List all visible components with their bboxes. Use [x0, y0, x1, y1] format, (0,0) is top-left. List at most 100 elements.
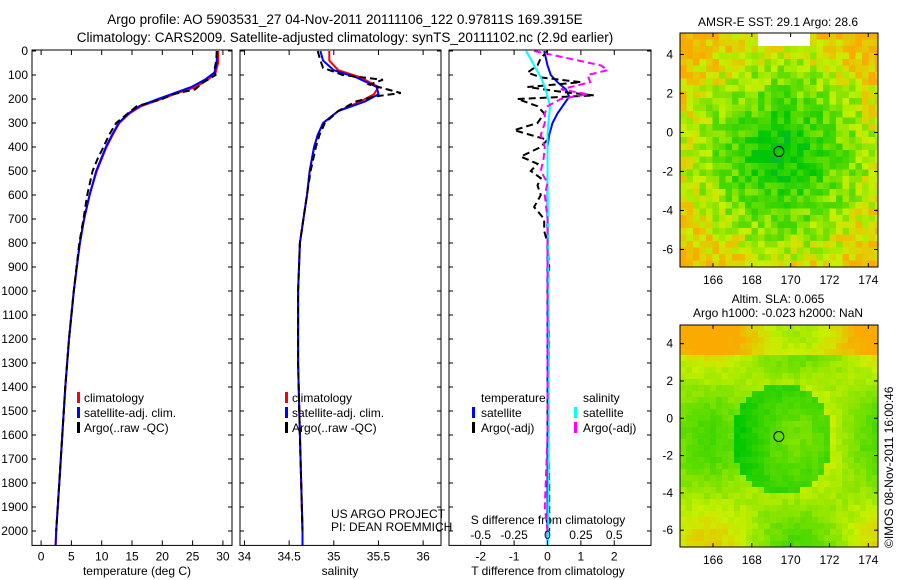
- depth-tick-label: 1500: [1, 404, 28, 418]
- map-cell: [751, 78, 758, 85]
- map-cell: [816, 111, 823, 118]
- map-cell: [836, 247, 843, 254]
- depth-tick-label: 700: [8, 212, 28, 226]
- map-cell: [758, 78, 765, 85]
- map-cell: [848, 331, 854, 337]
- map-cell: [710, 445, 716, 451]
- map-cell: [823, 254, 830, 261]
- map-cell: [836, 234, 843, 241]
- map-cell: [788, 337, 794, 343]
- map-cell: [746, 493, 752, 499]
- map-cell: [794, 415, 800, 421]
- map-cell: [855, 59, 862, 66]
- map-cell: [734, 373, 740, 379]
- map-cell: [758, 234, 765, 241]
- map-cell: [818, 397, 824, 403]
- map-cell: [751, 46, 758, 53]
- map-cell: [875, 176, 878, 183]
- map-cell: [872, 331, 878, 337]
- map-cell: [818, 541, 824, 547]
- map-cell: [806, 517, 812, 523]
- map-cell: [751, 33, 758, 40]
- map-cell: [806, 511, 812, 517]
- map-cell: [752, 445, 758, 451]
- map-cell: [751, 247, 758, 254]
- map-cell: [693, 72, 700, 79]
- map-cell: [758, 397, 764, 403]
- map-cell: [790, 150, 797, 157]
- map-cell: [751, 176, 758, 183]
- map-cell: [842, 169, 849, 176]
- map-cell: [758, 523, 764, 529]
- map-cell: [854, 355, 860, 361]
- map-cell: [738, 215, 745, 222]
- map-cell: [866, 415, 872, 421]
- map-cell: [752, 463, 758, 469]
- map-cell: [862, 208, 869, 215]
- map-cell: [782, 403, 788, 409]
- map-cell: [836, 59, 843, 66]
- map-cell: [716, 331, 722, 337]
- map-cell: [732, 182, 739, 189]
- differences-panel: -2 -1 0 1 2-0.5 -0.25 0 0.25 0.5temperaturesatel…: [448, 49, 652, 563]
- map-cell: [764, 234, 771, 241]
- map-cell: [830, 475, 836, 481]
- map-cell: [854, 487, 860, 493]
- map-cell: [698, 541, 704, 547]
- map-cell: [812, 337, 818, 343]
- map-cell: [758, 150, 765, 157]
- map-cell: [738, 150, 745, 157]
- map-cell: [725, 260, 732, 267]
- map-cell: [693, 117, 700, 124]
- map-cell: [764, 228, 771, 235]
- map-cell: [782, 379, 788, 385]
- map-cell: [868, 52, 875, 59]
- map-cell: [776, 385, 782, 391]
- map-cell: [764, 385, 770, 391]
- map-cell: [698, 325, 704, 331]
- map-cell: [752, 403, 758, 409]
- map-cell: [790, 215, 797, 222]
- map-cell: [719, 124, 726, 131]
- map-cell: [728, 433, 734, 439]
- map-cell: [800, 373, 806, 379]
- map-cell: [732, 59, 739, 66]
- map-cell: [830, 433, 836, 439]
- map-cell: [680, 98, 687, 105]
- map-cell: [797, 260, 804, 267]
- map-cell: [712, 111, 719, 118]
- map-cell: [803, 98, 810, 105]
- map-cell: [764, 72, 771, 79]
- map-cell: [803, 254, 810, 261]
- map-cell: [758, 403, 764, 409]
- map-cell: [829, 195, 836, 202]
- map-cell: [722, 445, 728, 451]
- map-cell: [680, 373, 686, 379]
- map-cell: [812, 391, 818, 397]
- map-cell: [836, 337, 842, 343]
- map-cell: [862, 33, 869, 40]
- map-cell: [784, 98, 791, 105]
- map-cell: [872, 523, 878, 529]
- map-cell: [758, 535, 764, 541]
- map-cell: [872, 433, 878, 439]
- map-cell: [855, 176, 862, 183]
- map-cell: [770, 463, 776, 469]
- map-cell: [686, 523, 692, 529]
- map-cell: [745, 85, 752, 92]
- map-cell: [732, 234, 739, 241]
- map-cell: [784, 46, 791, 53]
- map-cell: [699, 156, 706, 163]
- depth-tick-label: 1900: [1, 500, 28, 514]
- map-cell: [680, 169, 687, 176]
- map-cell: [704, 415, 710, 421]
- map-cell: [842, 457, 848, 463]
- map-cell: [738, 156, 745, 163]
- map-cell: [842, 499, 848, 505]
- map-cell: [824, 541, 830, 547]
- map-cell: [758, 221, 765, 228]
- map-cell: [758, 469, 764, 475]
- map-cell: [794, 529, 800, 535]
- map-cell: [745, 176, 752, 183]
- map-cell: [746, 511, 752, 517]
